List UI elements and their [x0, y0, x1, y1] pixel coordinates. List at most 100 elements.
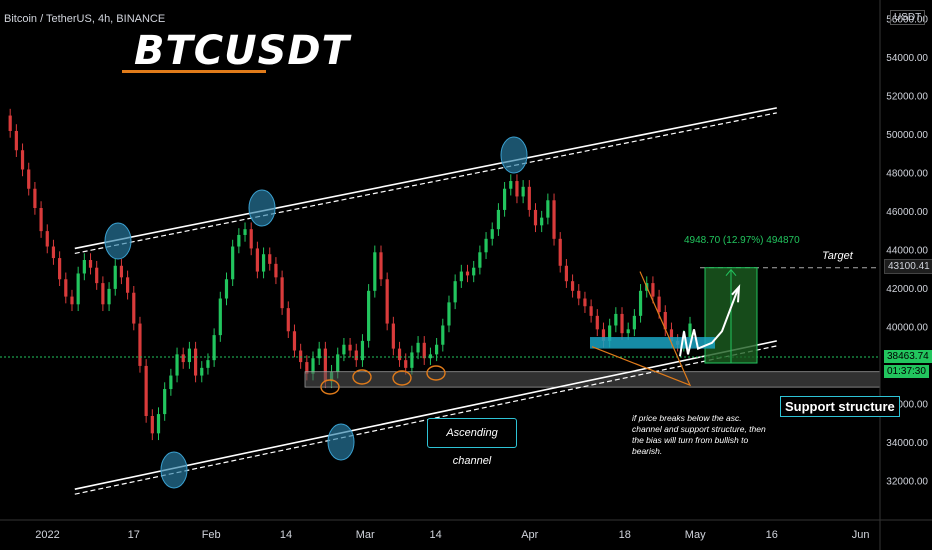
candle-body-50	[311, 358, 315, 374]
candle-body-4	[27, 169, 31, 189]
time-tick-3: 14	[280, 529, 292, 541]
candle-body-107	[663, 312, 667, 330]
time-tick-4: Mar	[356, 529, 375, 541]
candle-body-8	[51, 246, 56, 259]
candle-body-23	[144, 365, 148, 416]
price-tick-2: 52000.00	[886, 91, 928, 102]
candle-body-58	[360, 340, 365, 361]
orange-circle-2	[392, 370, 412, 386]
candle-body-66	[410, 352, 414, 368]
price-tick-8: 40000.00	[886, 322, 928, 333]
blue-circle-1	[248, 189, 276, 227]
price-tick-9: 36000.00	[886, 399, 928, 410]
candle-body-29	[181, 354, 185, 363]
candle-body-97	[601, 329, 606, 341]
time-tick-2: Feb	[202, 529, 221, 541]
time-tick-6: Apr	[521, 529, 538, 541]
target-label: Target	[822, 250, 853, 262]
price-tick-4: 48000.00	[886, 168, 928, 179]
candle-body-99	[614, 313, 618, 326]
candle-body-26	[163, 389, 167, 415]
candle-body-82	[509, 181, 513, 189]
candle-body-106	[657, 296, 661, 312]
candle-body-33	[206, 360, 210, 368]
candle-body-79	[490, 229, 494, 239]
candle-body-3	[20, 150, 25, 170]
time-axis[interactable]: 2022 17 Feb 14 Mar 14 Apr 18 May 16 Jun	[0, 519, 932, 541]
candle-body-6	[39, 208, 43, 232]
candle-body-81	[502, 188, 507, 210]
candle-body-18	[113, 265, 117, 289]
target-price-badge: 43100.41	[884, 259, 932, 274]
candle-body-108	[669, 329, 674, 341]
candle-body-111	[688, 323, 692, 338]
candle-body-34	[212, 335, 216, 361]
candle-body-2	[14, 130, 18, 151]
candle-body-44	[274, 263, 278, 278]
candle-body-84	[521, 186, 525, 197]
orange-wedge	[591, 271, 692, 387]
currency-label[interactable]: USDT	[890, 10, 926, 25]
candle-body-39	[243, 229, 247, 235]
candle-body-57	[354, 350, 358, 361]
blue-circle-2	[500, 136, 528, 174]
candle-body-92	[570, 281, 575, 291]
candle-body-7	[45, 231, 49, 247]
projection-arrow	[731, 284, 741, 303]
candle-body-15	[95, 267, 99, 284]
candle-body-11	[70, 296, 74, 305]
channel-upper-dashed	[74, 112, 777, 255]
candle-body-65	[404, 360, 408, 368]
candle-body-25	[156, 414, 161, 434]
price-tick-6: 44000.00	[886, 245, 928, 256]
candle-body-17	[107, 288, 111, 305]
time-tick-7: 18	[619, 529, 631, 541]
candle-body-5	[33, 188, 37, 208]
candle-body-71	[441, 325, 445, 345]
target-arrow-head	[725, 268, 737, 277]
candle-body-40	[249, 229, 253, 249]
candle-body-83	[515, 181, 519, 197]
candle-body-54	[336, 354, 340, 372]
time-tick-10: Jun	[852, 529, 870, 541]
candle-body-38	[237, 234, 241, 247]
candle-body-27	[169, 375, 173, 390]
countdown-badge: 01:37:30	[884, 365, 929, 378]
title-underline	[122, 70, 266, 73]
blue-circle-4	[327, 423, 355, 461]
candle-body-77	[478, 252, 482, 268]
ascending-channel-label: Ascending channel	[427, 418, 517, 467]
candle-body-67	[416, 342, 420, 353]
orange-circle-3	[426, 365, 446, 381]
candle-body-32	[200, 367, 204, 376]
price-tick-7: 42000.00	[886, 284, 928, 295]
candle-body-62	[385, 279, 389, 324]
candle-body-60	[373, 252, 377, 291]
candle-body-91	[564, 265, 568, 282]
candle-body-68	[422, 342, 426, 359]
time-tick-8: May	[685, 529, 706, 541]
candle-body-61	[379, 252, 383, 280]
candle-body-90	[558, 238, 562, 266]
time-tick-0: 2022	[35, 529, 59, 541]
channel-upper-solid	[74, 107, 777, 250]
candle-body-35	[218, 298, 222, 336]
candle-body-28	[175, 354, 179, 376]
price-tick-3: 50000.00	[886, 130, 928, 141]
candle-body-63	[391, 323, 395, 349]
price-axis[interactable]: 56000.00 54000.00 52000.00 50000.00 48000.00…	[879, 0, 928, 550]
candle-body-76	[472, 267, 476, 276]
measure-label: 4948.70 (12.97%) 494870	[684, 235, 800, 246]
price-tick-11: 32000.00	[886, 476, 928, 487]
candle-body-51	[317, 348, 321, 359]
candle-body-21	[132, 292, 136, 324]
bias-note: if price breaks below the asc. channel a…	[632, 413, 766, 456]
candle-body-96	[595, 315, 599, 330]
candle-body-102	[632, 315, 636, 330]
candle-body-31	[193, 348, 198, 376]
current-price-badge: 38463.74	[884, 350, 932, 363]
price-tick-10: 34000.00	[886, 438, 928, 449]
candle-body-98	[608, 325, 612, 341]
candle-body-94	[583, 298, 587, 307]
